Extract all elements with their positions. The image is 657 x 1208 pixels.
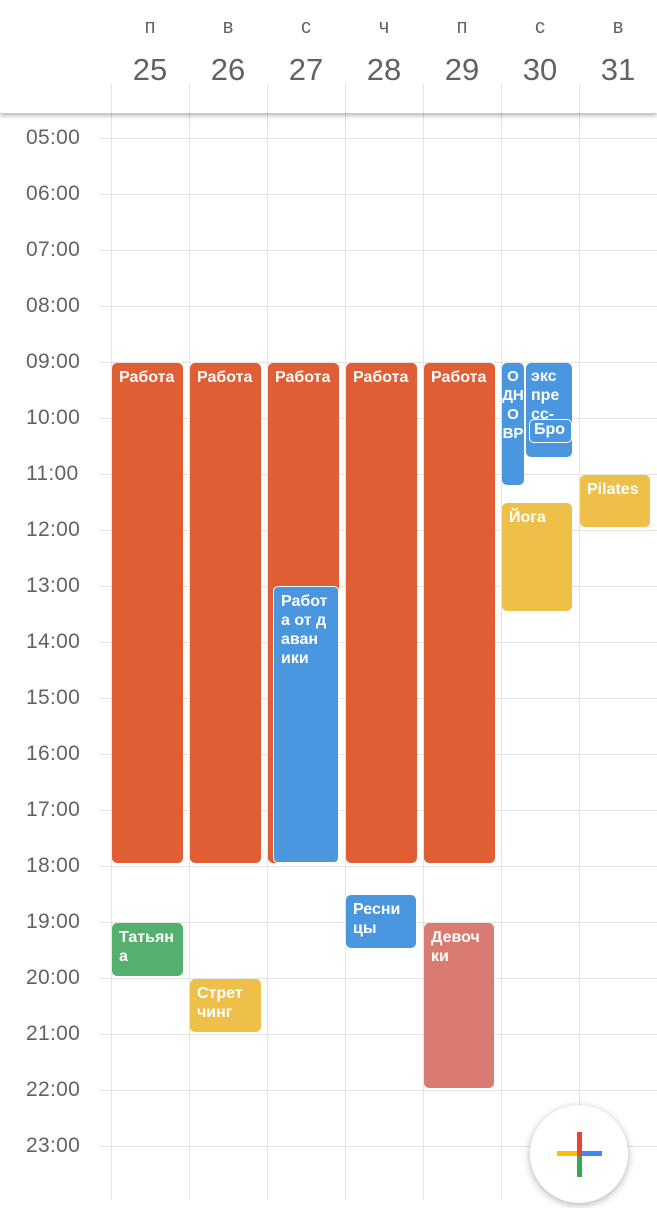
hour-label: 07:00 bbox=[26, 238, 81, 261]
day-header-30[interactable]: с 30 bbox=[501, 0, 579, 113]
hour-line bbox=[100, 1034, 657, 1035]
day-header-31[interactable]: в 31 bbox=[579, 0, 657, 113]
hour-label: 19:00 bbox=[26, 910, 81, 933]
hour-label: 12:00 bbox=[26, 518, 81, 541]
hour-label: 22:00 bbox=[26, 1078, 81, 1101]
day-number: 30 bbox=[522, 52, 558, 87]
event-pilates-31[interactable]: Pilates bbox=[580, 475, 650, 527]
hour-label: 06:00 bbox=[26, 182, 81, 205]
hour-line bbox=[100, 194, 657, 195]
hour-line bbox=[100, 866, 657, 867]
hour-label: 10:00 bbox=[26, 406, 81, 429]
header-divider bbox=[423, 84, 424, 113]
event-rabota-ot-davaniki-27[interactable]: Работ а от даван ики bbox=[273, 586, 339, 863]
event-bro-30[interactable]: Бро bbox=[529, 419, 572, 443]
day-of-week: с bbox=[535, 16, 545, 38]
event-work-29[interactable]: Работа bbox=[424, 363, 495, 863]
header-divider bbox=[345, 84, 346, 113]
header-divider bbox=[579, 84, 580, 113]
header-divider bbox=[111, 84, 112, 113]
hour-label: 18:00 bbox=[26, 854, 81, 877]
day-divider bbox=[345, 113, 346, 1200]
hour-label: 14:00 bbox=[26, 630, 81, 653]
day-divider bbox=[267, 113, 268, 1200]
header-divider bbox=[189, 84, 190, 113]
day-number: 29 bbox=[444, 52, 480, 87]
hour-label: 20:00 bbox=[26, 966, 81, 989]
hour-line bbox=[100, 138, 657, 139]
hour-label: 15:00 bbox=[26, 686, 81, 709]
create-event-button[interactable] bbox=[530, 1105, 628, 1203]
day-number: 26 bbox=[210, 52, 246, 87]
day-divider bbox=[423, 113, 424, 1200]
event-odnovr-30[interactable]: ОДНОВР bbox=[502, 363, 524, 485]
day-of-week: п bbox=[144, 16, 156, 38]
event-tatyana-25[interactable]: Татьян а bbox=[112, 923, 183, 976]
day-header-27[interactable]: с 27 bbox=[267, 0, 345, 113]
day-number: 25 bbox=[132, 52, 168, 87]
header-divider bbox=[501, 84, 502, 113]
hour-label: 08:00 bbox=[26, 294, 81, 317]
day-header-29[interactable]: п 29 bbox=[423, 0, 501, 113]
week-header: п 25 в 26 с 27 ч 28 п 29 с 30 в 31 bbox=[0, 0, 657, 113]
hour-line bbox=[100, 1146, 657, 1147]
day-of-week: в bbox=[612, 16, 624, 38]
hour-label: 16:00 bbox=[26, 742, 81, 765]
header-divider bbox=[267, 84, 268, 113]
hour-label: 05:00 bbox=[26, 126, 81, 149]
hour-label: 23:00 bbox=[26, 1134, 81, 1157]
day-header-25[interactable]: п 25 bbox=[111, 0, 189, 113]
hour-label: 11:00 bbox=[26, 462, 79, 485]
day-of-week: в bbox=[222, 16, 234, 38]
hour-line bbox=[100, 1090, 657, 1091]
hour-line bbox=[100, 306, 657, 307]
day-divider bbox=[501, 113, 502, 1200]
day-of-week: ч bbox=[378, 16, 390, 38]
hour-label: 17:00 bbox=[26, 798, 81, 821]
day-number: 31 bbox=[600, 52, 636, 87]
day-of-week: с bbox=[301, 16, 311, 38]
hour-label: 13:00 bbox=[26, 574, 81, 597]
day-header-26[interactable]: в 26 bbox=[189, 0, 267, 113]
hour-label: 21:00 bbox=[26, 1022, 81, 1045]
event-work-25[interactable]: Работа bbox=[112, 363, 183, 863]
event-work-26[interactable]: Работа bbox=[190, 363, 261, 863]
day-number: 28 bbox=[366, 52, 402, 87]
event-stretching-26[interactable]: Стрет чинг bbox=[190, 979, 261, 1032]
day-divider bbox=[111, 113, 112, 1200]
day-divider bbox=[189, 113, 190, 1200]
day-number: 27 bbox=[288, 52, 324, 87]
day-of-week: п bbox=[456, 16, 468, 38]
plus-icon bbox=[557, 1132, 602, 1177]
time-grid[interactable]: 05:00 06:00 07:00 08:00 09:00 10:00 11:0… bbox=[0, 113, 657, 1200]
event-resnitsy-28[interactable]: Ресни цы bbox=[346, 895, 416, 948]
hour-line bbox=[100, 250, 657, 251]
hour-label: 09:00 bbox=[26, 350, 81, 373]
event-devochki-29[interactable]: Девоч ки bbox=[424, 923, 494, 1088]
event-work-28[interactable]: Работа bbox=[346, 363, 417, 863]
hour-line bbox=[100, 978, 657, 979]
day-divider bbox=[579, 113, 580, 1200]
day-header-28[interactable]: ч 28 bbox=[345, 0, 423, 113]
hour-line bbox=[100, 362, 657, 363]
event-yoga-30[interactable]: Йога bbox=[502, 503, 572, 611]
